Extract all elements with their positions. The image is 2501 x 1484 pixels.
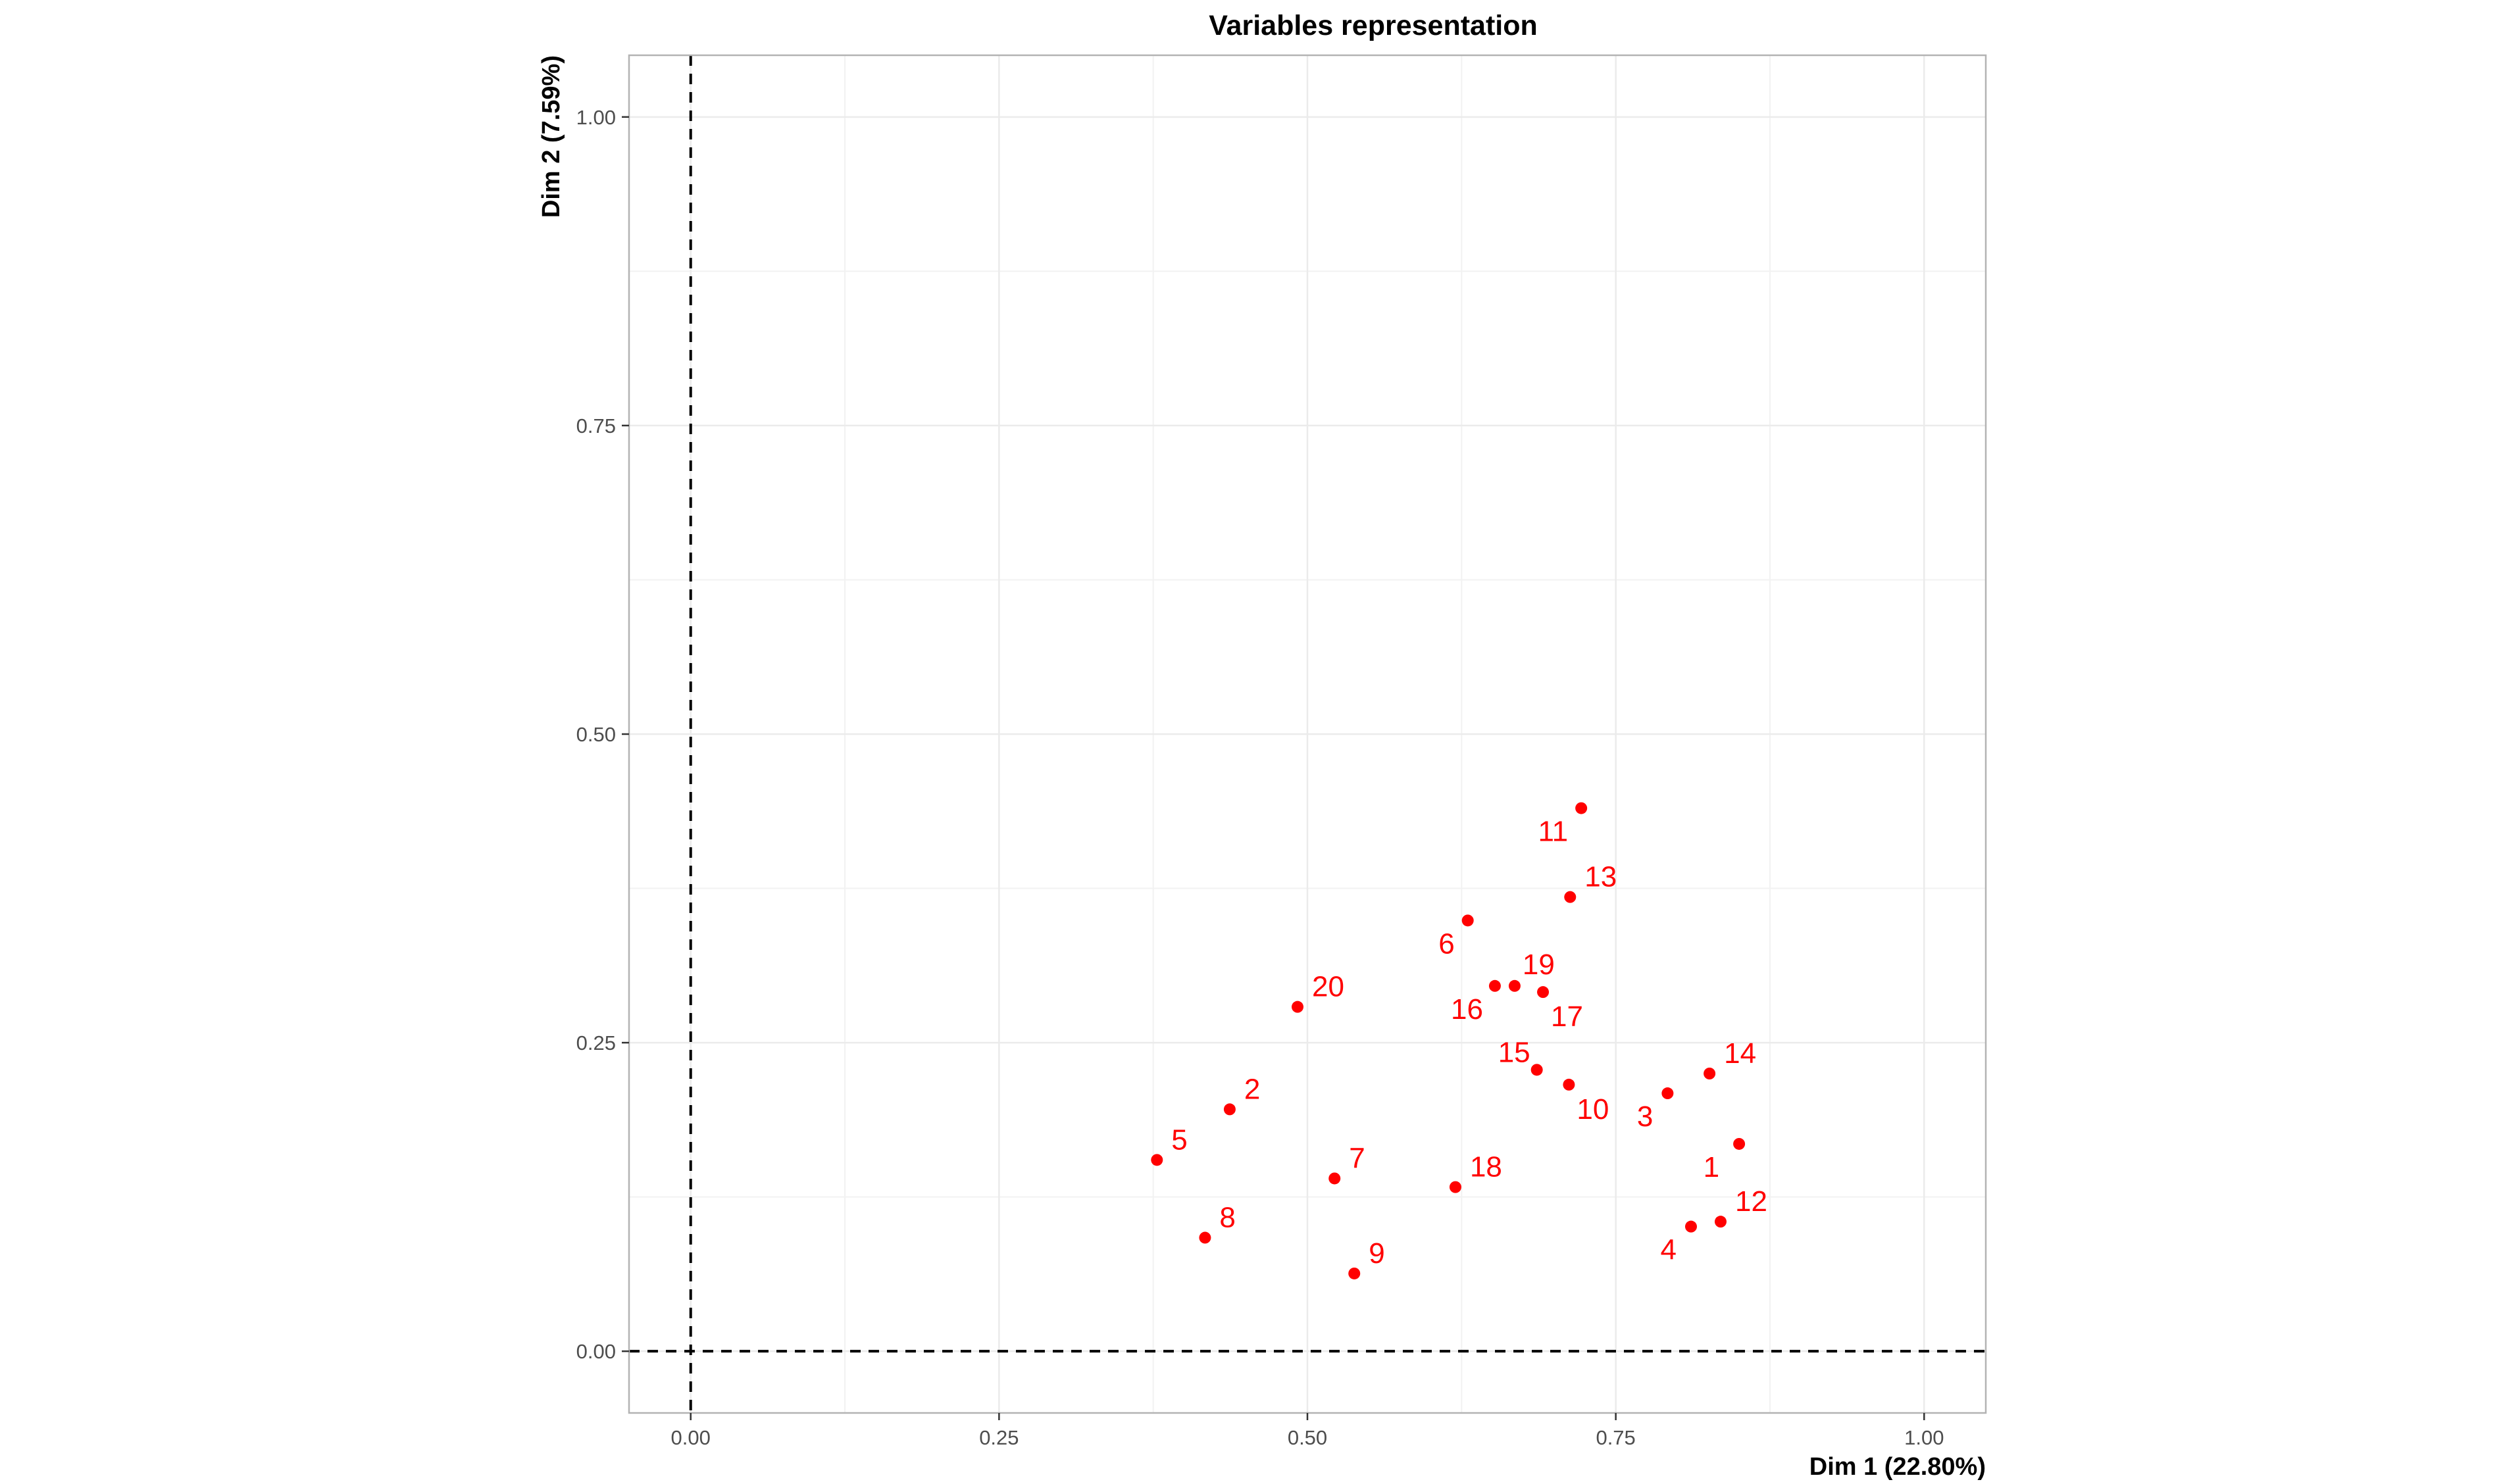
data-point-6 [1461, 914, 1474, 927]
data-point-2 [1223, 1103, 1236, 1116]
point-label-11: 11 [1538, 816, 1568, 848]
point-label-8: 8 [1219, 1202, 1235, 1234]
data-point-4 [1684, 1220, 1697, 1233]
data-point-17 [1537, 986, 1550, 999]
grid-layer [629, 55, 1986, 1413]
point-label-7: 7 [1349, 1142, 1365, 1174]
data-points [1151, 802, 1746, 1279]
data-point-15 [1530, 1064, 1543, 1076]
y-axis-title: Dim 2 (7.59%) [538, 55, 565, 218]
point-label-16: 16 [1451, 993, 1483, 1026]
y-tick-label-4: 1.00 [576, 106, 616, 129]
data-point-19 [1508, 979, 1521, 992]
point-label-18: 18 [1470, 1151, 1502, 1183]
chart-title: Variables representation [1209, 10, 1538, 41]
data-point-7 [1328, 1172, 1341, 1185]
point-label-13: 13 [1584, 861, 1617, 893]
data-point-18 [1449, 1181, 1461, 1193]
data-point-13 [1564, 891, 1577, 903]
data-point-14 [1704, 1068, 1716, 1079]
point-label-17: 17 [1551, 1001, 1583, 1033]
data-point-16 [1488, 979, 1501, 992]
point-label-19: 19 [1523, 949, 1555, 981]
data-point-9 [1348, 1267, 1361, 1279]
x-tick-label-2: 0.50 [1288, 1426, 1327, 1449]
data-point-1 [1733, 1137, 1746, 1150]
data-point-5 [1151, 1154, 1163, 1166]
data-point-12 [1714, 1216, 1727, 1228]
point-label-9: 9 [1369, 1237, 1384, 1270]
axis-ticks: 0.00 0.25 0.50 0.75 1.00 0.00 0.25 0.50 0.75 1.00 [576, 106, 1944, 1449]
data-point-10 [1563, 1078, 1575, 1091]
x-tick-label-4: 1.00 [1904, 1426, 1944, 1449]
data-point-11 [1575, 802, 1588, 814]
data-point-20 [1292, 1001, 1304, 1013]
reference-lines [629, 55, 1986, 1413]
y-tick-label-1: 0.25 [576, 1031, 616, 1054]
y-tick-label-2: 0.50 [576, 723, 616, 746]
y-tick-label-0: 0.00 [576, 1340, 616, 1363]
point-label-4: 4 [1660, 1234, 1676, 1266]
y-tick-label-3: 0.75 [576, 414, 616, 437]
point-label-3: 3 [1637, 1101, 1653, 1133]
point-label-14: 14 [1724, 1037, 1756, 1070]
point-label-20: 20 [1312, 971, 1344, 1003]
data-point-3 [1661, 1087, 1674, 1100]
point-label-15: 15 [1498, 1036, 1530, 1068]
point-label-2: 2 [1244, 1073, 1260, 1105]
x-tick-label-3: 0.75 [1596, 1426, 1635, 1449]
x-axis-title: Dim 1 (22.80%) [1809, 1453, 1986, 1481]
point-label-6: 6 [1438, 928, 1454, 960]
point-label-10: 10 [1577, 1093, 1609, 1125]
point-label-5: 5 [1171, 1124, 1187, 1156]
x-tick-label-1: 0.25 [979, 1426, 1019, 1449]
point-label-1: 1 [1704, 1151, 1719, 1183]
point-label-12: 12 [1735, 1185, 1767, 1218]
x-tick-label-0: 0.00 [671, 1426, 711, 1449]
data-point-8 [1199, 1231, 1211, 1244]
